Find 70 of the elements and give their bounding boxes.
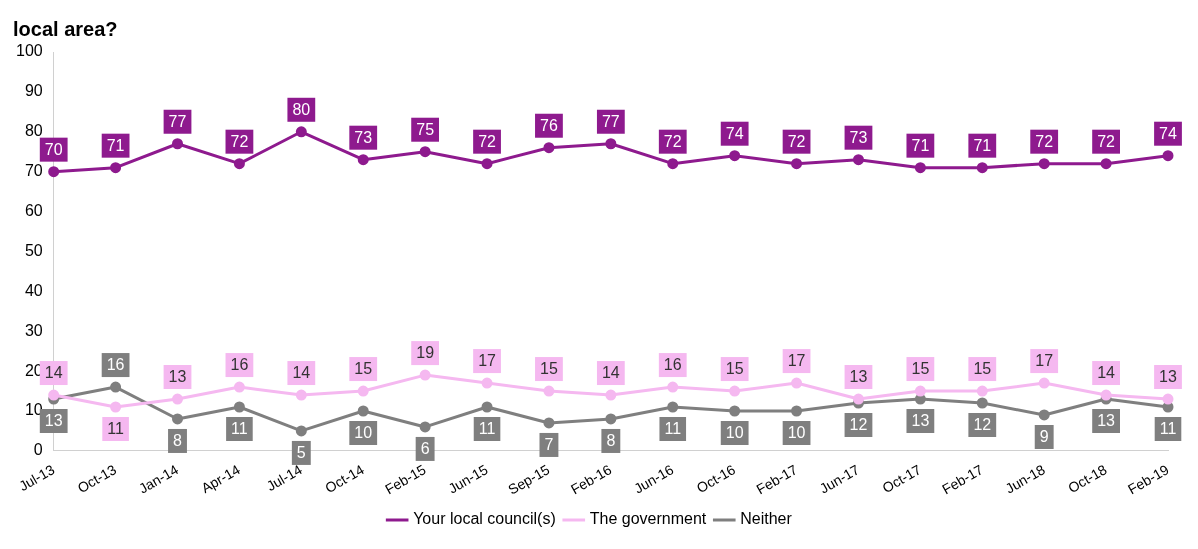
- data-label: 6: [420, 440, 430, 458]
- data-label: 11: [664, 420, 682, 438]
- data-label: 15: [354, 360, 373, 378]
- data-label: 13: [1097, 412, 1116, 430]
- data-label: 15: [973, 360, 992, 378]
- data-label: 14: [292, 364, 311, 382]
- data-label: 74: [1159, 125, 1177, 143]
- data-label: 76: [540, 117, 558, 135]
- data-label: 11: [231, 420, 248, 438]
- data-label: 71: [911, 137, 930, 155]
- data-label: 13: [168, 368, 187, 386]
- y-tick-label: 30: [24, 321, 43, 339]
- data-label: 72: [230, 133, 249, 151]
- y-tick-label: 40: [24, 281, 43, 299]
- legend-label: Your local council(s): [413, 510, 556, 528]
- legend-label: The government: [589, 510, 707, 528]
- y-tick-label: 60: [24, 201, 43, 219]
- y-tick-label: 90: [24, 82, 43, 100]
- data-label: 11: [478, 420, 496, 438]
- y-tick-label: 50: [24, 241, 43, 259]
- y-tick-label: 70: [24, 162, 43, 180]
- data-label: 72: [478, 133, 497, 151]
- data-label: 10: [787, 424, 806, 442]
- data-label: 15: [540, 360, 558, 378]
- data-label: 80: [292, 101, 311, 119]
- data-label: 71: [973, 137, 992, 155]
- y-tick-label: 80: [24, 122, 43, 140]
- data-label: 72: [1035, 133, 1054, 151]
- data-label: 71: [106, 137, 125, 155]
- data-label: 11: [1159, 420, 1177, 438]
- y-tick-label: 0: [33, 441, 43, 459]
- data-label: 72: [787, 133, 806, 151]
- data-label: 8: [606, 432, 616, 450]
- data-label: 10: [354, 424, 373, 442]
- data-label: 17: [478, 352, 497, 370]
- data-label: 73: [354, 129, 373, 147]
- data-label: 13: [849, 368, 868, 386]
- data-label: 13: [44, 412, 63, 430]
- chart-title: local area?: [13, 17, 118, 40]
- legend-label: Neither: [740, 510, 793, 528]
- data-label: 13: [1159, 368, 1177, 386]
- data-label: 11: [107, 420, 125, 438]
- data-label: 9: [1039, 428, 1049, 446]
- data-label: 17: [787, 352, 806, 370]
- data-label: 10: [725, 424, 744, 442]
- data-label: 14: [601, 364, 620, 382]
- data-label: 16: [106, 356, 125, 374]
- data-label: 16: [663, 356, 682, 374]
- data-label: 73: [849, 129, 868, 147]
- data-label: 14: [1097, 364, 1116, 382]
- data-label: 12: [849, 416, 868, 434]
- data-label: 15: [911, 360, 930, 378]
- data-label: 19: [416, 344, 435, 362]
- data-label: 8: [173, 432, 183, 450]
- data-label: 77: [168, 113, 187, 131]
- data-label: 72: [663, 133, 682, 151]
- data-label: 74: [725, 125, 744, 143]
- data-label: 14: [44, 364, 63, 382]
- data-label: 7: [544, 436, 554, 454]
- data-label: 16: [230, 356, 249, 374]
- data-label: 77: [601, 113, 620, 131]
- data-label: 17: [1035, 352, 1054, 370]
- y-tick-label: 100: [15, 42, 43, 60]
- data-label: 75: [416, 121, 435, 139]
- data-label: 5: [296, 444, 306, 462]
- data-label: 13: [911, 412, 930, 430]
- data-label: 15: [725, 360, 744, 378]
- data-label: 72: [1097, 133, 1116, 151]
- data-label: 12: [973, 416, 992, 434]
- data-label: 70: [44, 141, 63, 159]
